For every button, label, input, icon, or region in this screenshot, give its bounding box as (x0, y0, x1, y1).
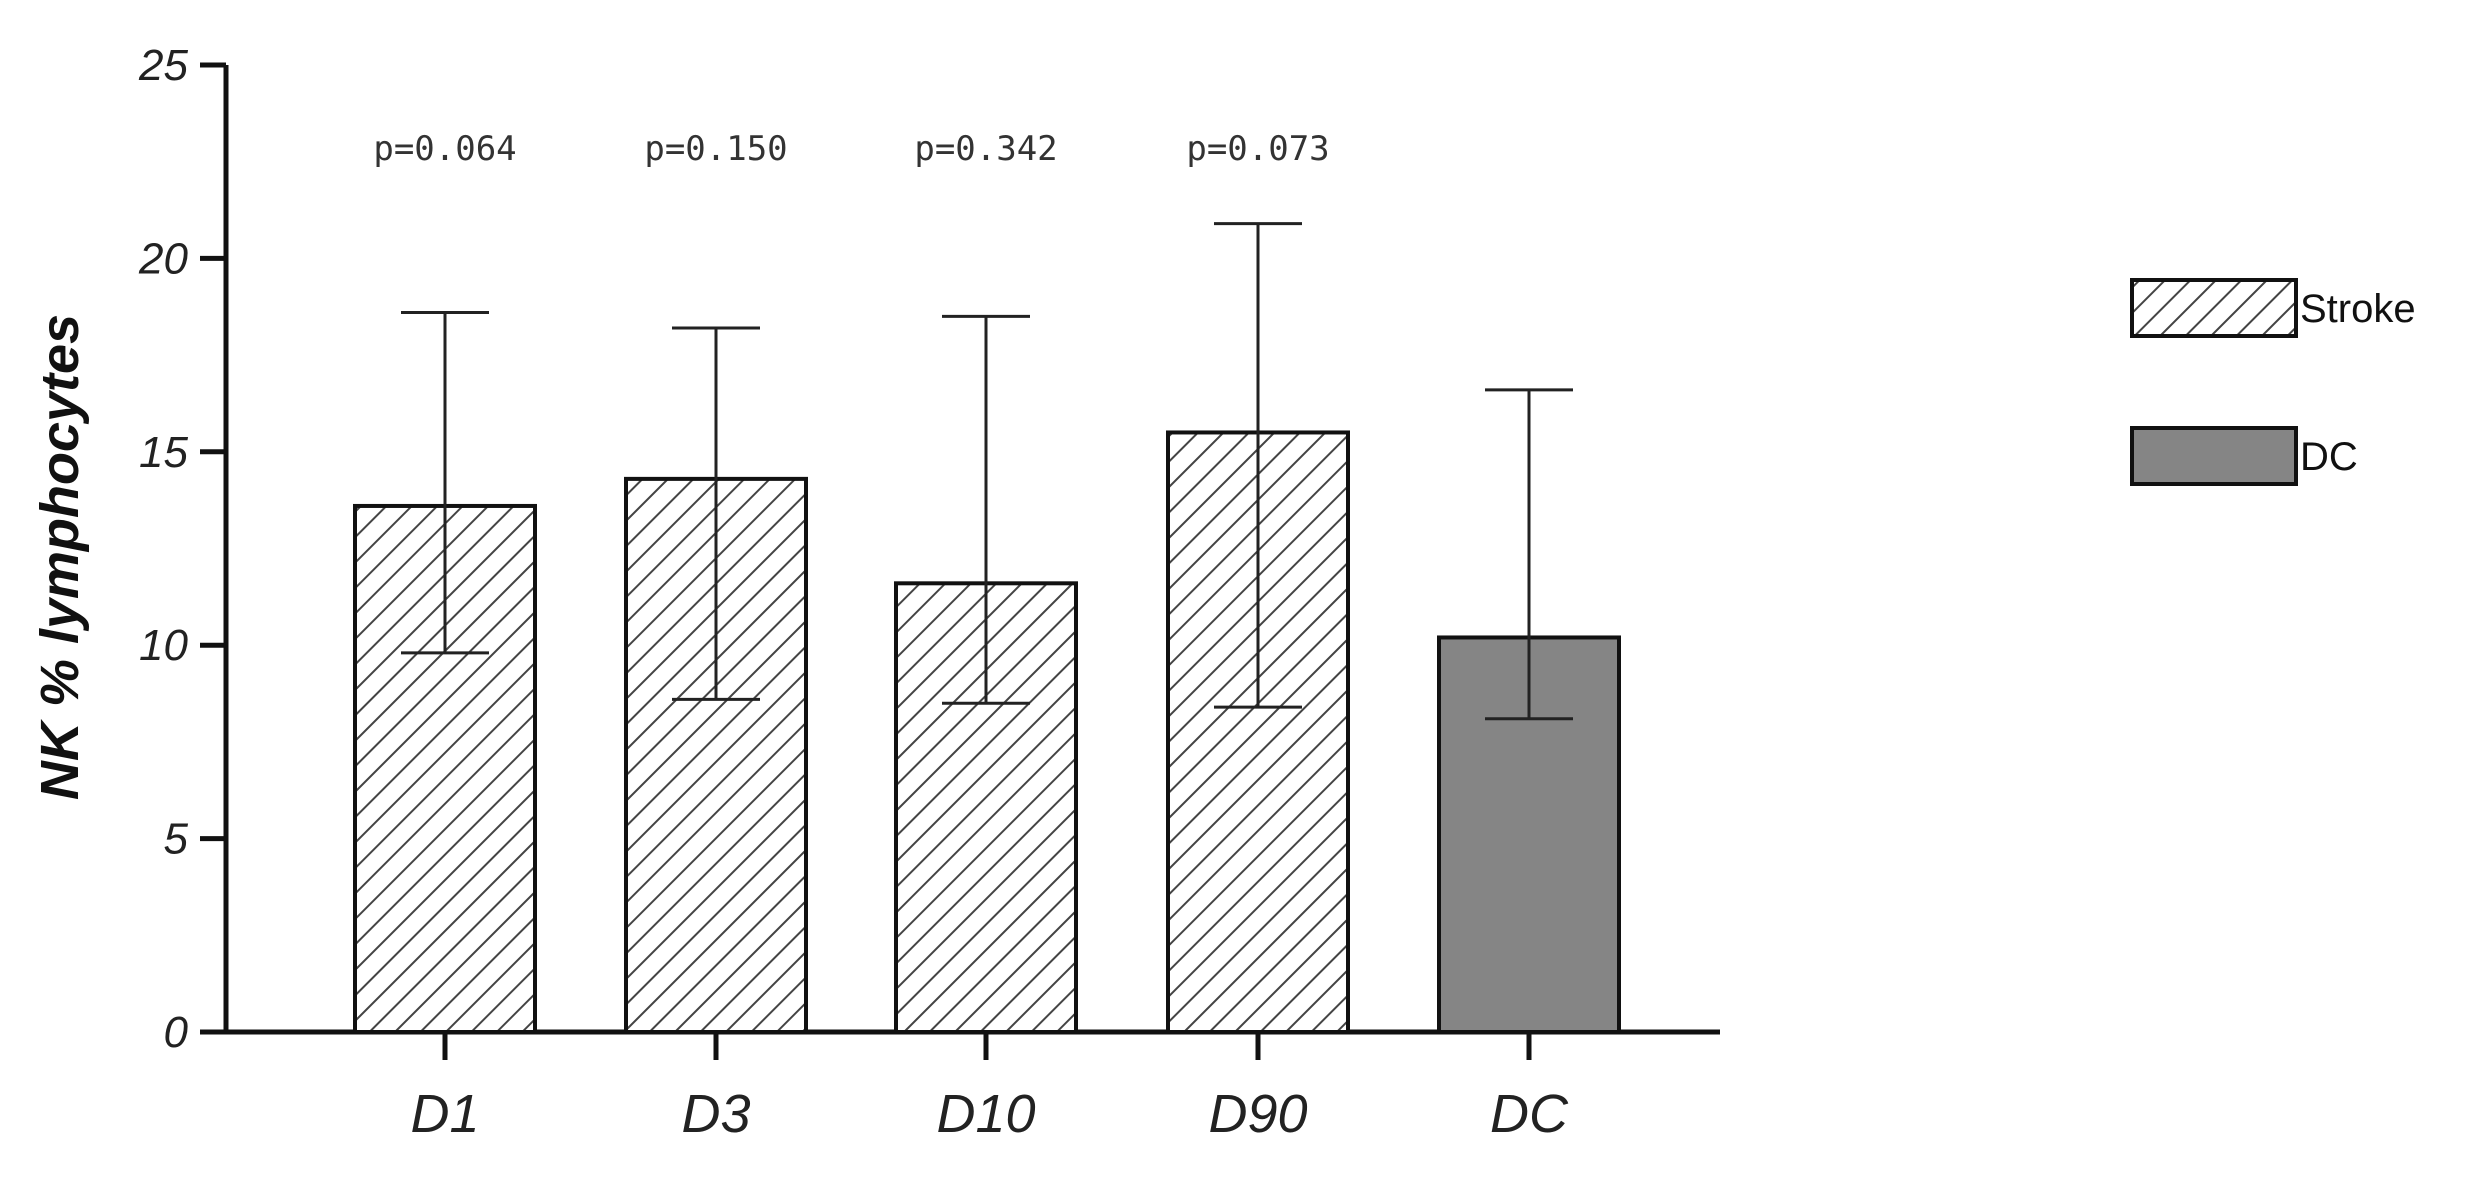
y-tick-label: 25 (138, 41, 188, 90)
y-tick-label: 5 (164, 815, 189, 864)
p-value-label: p=0.064 (373, 129, 516, 169)
x-tick-label: D1 (410, 1084, 479, 1144)
y-tick-label: 20 (138, 234, 188, 283)
p-value-label: p=0.150 (644, 129, 787, 169)
x-tick-label: D90 (1208, 1084, 1307, 1144)
p-value-label: p=0.073 (1186, 129, 1329, 169)
y-tick-label: 0 (164, 1008, 189, 1057)
x-tick-label: DC (1490, 1084, 1569, 1144)
y-axis-title: NK % lymphocytes (30, 314, 90, 800)
legend: Stroke DC (2130, 278, 2416, 486)
legend-label-dc: DC (2300, 435, 2358, 479)
legend-swatch-stroke (2130, 278, 2298, 338)
x-tick-label: D10 (936, 1084, 1035, 1144)
p-value-label: p=0.342 (914, 129, 1057, 169)
y-tick-label: 15 (139, 428, 188, 477)
y-tick-label: 10 (139, 621, 188, 670)
x-tick-label: D3 (681, 1084, 750, 1144)
legend-swatch-dc (2130, 426, 2298, 486)
plot-area: 0 5 10 15 20 25 D1 p=0.064 D3 p=0.150 D10 p=0.342 D9… (138, 41, 1720, 1144)
legend-label-stroke: Stroke (2300, 287, 2416, 331)
bar-d90 (1166, 430, 1350, 1034)
